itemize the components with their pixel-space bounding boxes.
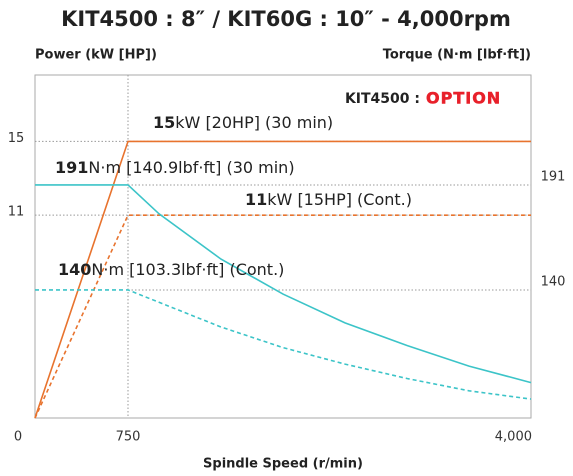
chart-title: KIT4500 : 8″ / KIT60G : 10″ - 4,000rpm: [61, 7, 511, 31]
y2-tick-label: 140: [541, 274, 566, 289]
annotation-text: N·m [140.9lbf·ft] (30 min): [88, 158, 294, 177]
option-prefix: KIT4500 :: [345, 91, 420, 107]
series-line: [35, 289, 532, 400]
x-tick-label: 4,000: [495, 430, 532, 445]
y-tick-label: 15: [8, 131, 25, 146]
annotation-value: 15: [153, 113, 175, 132]
y-tick-label: 11: [8, 205, 25, 220]
x-axis-label: Spindle Speed (r/min): [203, 457, 363, 472]
annotation-text: N·m [103.3lbf·ft] (Cont.): [91, 260, 284, 279]
series-line: [34, 214, 531, 419]
annotation-value: 191: [55, 158, 88, 177]
x-tick-label: 750: [116, 430, 141, 445]
option-badge: OPTION: [426, 89, 501, 108]
annotation: 11kW [15HP] (Cont.): [245, 190, 412, 209]
annotation-value: 11: [245, 190, 267, 209]
annotation: 15kW [20HP] (30 min): [153, 113, 333, 132]
annotation-text: kW [15HP] (Cont.): [267, 190, 412, 209]
y2-tick-label: 191: [541, 169, 566, 184]
annotation-value: 140: [58, 260, 91, 279]
x-tick-label: 0: [14, 430, 22, 445]
plot-frame: [34, 74, 532, 419]
annotation-text: kW [20HP] (30 min): [175, 113, 333, 132]
annotation: 140N·m [103.3lbf·ft] (Cont.): [58, 260, 284, 279]
series-line: [34, 140, 531, 419]
series-line: [35, 184, 532, 384]
annotation: 191N·m [140.9lbf·ft] (30 min): [55, 158, 295, 177]
y2-axis-label: Torque (N·m [lbf·ft]): [383, 48, 531, 63]
y-axis-label: Power (kW [HP]): [35, 48, 157, 63]
